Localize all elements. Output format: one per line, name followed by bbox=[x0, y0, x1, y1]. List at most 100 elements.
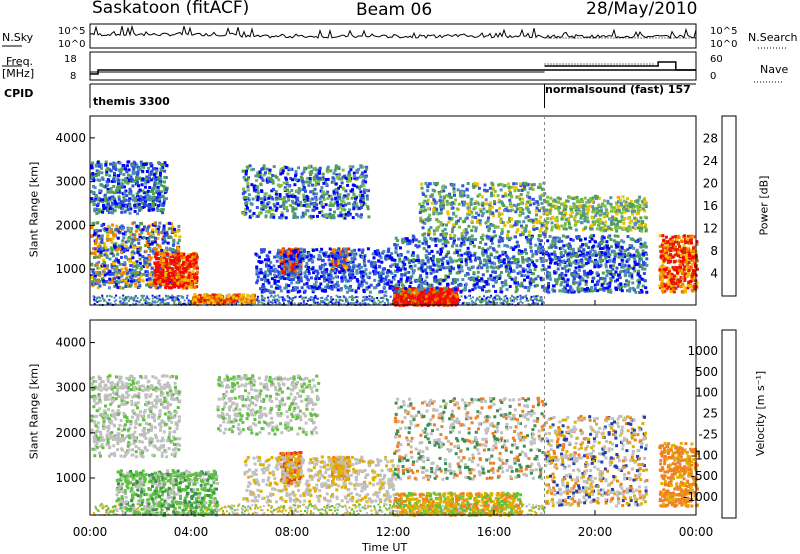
power-cell bbox=[240, 301, 243, 304]
power-cell bbox=[376, 249, 380, 253]
power-cell bbox=[301, 180, 305, 184]
power-cell bbox=[307, 252, 311, 256]
power-cell bbox=[157, 176, 161, 179]
power-cell bbox=[158, 263, 162, 267]
power-cell bbox=[326, 170, 330, 174]
power-cell bbox=[172, 242, 176, 246]
power-cell bbox=[316, 214, 319, 218]
power-cell bbox=[373, 250, 377, 253]
power-cell bbox=[283, 186, 287, 190]
nsearch-label: N.Search bbox=[748, 31, 798, 44]
power-cell bbox=[124, 177, 127, 181]
power-cell bbox=[105, 280, 108, 283]
power-cell bbox=[303, 189, 307, 193]
power-cell bbox=[479, 300, 481, 303]
power-cell bbox=[180, 284, 184, 288]
power-cell bbox=[364, 302, 367, 305]
power-cell bbox=[352, 171, 356, 175]
power-cell bbox=[298, 289, 302, 293]
power-cell bbox=[151, 297, 154, 300]
power-cell bbox=[347, 268, 351, 272]
power-cell bbox=[177, 224, 181, 228]
power-cell bbox=[114, 269, 118, 273]
power-cell bbox=[187, 253, 191, 257]
power-cell bbox=[105, 266, 109, 270]
power-cell bbox=[146, 302, 149, 305]
power-cell bbox=[347, 302, 350, 305]
power-cell bbox=[162, 259, 165, 262]
power-cell bbox=[313, 283, 317, 287]
power-cell bbox=[298, 189, 302, 193]
power-cell bbox=[339, 250, 342, 254]
power-cell bbox=[458, 299, 461, 301]
power-cell bbox=[246, 182, 250, 185]
power-cell bbox=[303, 302, 306, 305]
power-cell bbox=[329, 169, 333, 173]
power-cell bbox=[372, 262, 376, 266]
power-cell bbox=[105, 254, 109, 258]
power-cell bbox=[260, 294, 263, 297]
power-cell bbox=[348, 179, 352, 183]
power-cell bbox=[479, 299, 482, 302]
power-cell bbox=[171, 267, 175, 271]
power-cell bbox=[362, 258, 366, 262]
power-cell bbox=[96, 210, 100, 214]
power-cell bbox=[117, 195, 121, 199]
power-cell bbox=[90, 200, 93, 204]
power-cell bbox=[118, 296, 121, 299]
power-cell bbox=[227, 293, 231, 297]
power-cell bbox=[203, 299, 207, 302]
power-cell bbox=[308, 267, 312, 271]
power-cell bbox=[125, 194, 129, 198]
power-cell bbox=[195, 255, 199, 259]
power-cell bbox=[337, 172, 341, 176]
power-cell bbox=[281, 298, 284, 301]
power-cell bbox=[359, 265, 363, 269]
power-cell bbox=[351, 296, 354, 299]
power-cell bbox=[340, 276, 344, 280]
power-cell bbox=[283, 188, 287, 192]
power-cell bbox=[289, 272, 293, 276]
power-cell bbox=[244, 178, 248, 182]
power-cell bbox=[258, 255, 261, 259]
power-cell bbox=[98, 189, 102, 193]
power-cell bbox=[164, 286, 168, 290]
power-cell bbox=[161, 211, 165, 215]
power-cell bbox=[183, 255, 186, 259]
power-cell bbox=[100, 238, 104, 241]
power-cell bbox=[540, 296, 543, 299]
power-cell bbox=[125, 274, 129, 278]
power-cell bbox=[330, 252, 334, 256]
power-cell bbox=[256, 191, 260, 195]
power-cell bbox=[506, 297, 509, 300]
power-cell bbox=[101, 210, 105, 214]
power-cell bbox=[300, 172, 304, 176]
power-cell bbox=[142, 163, 146, 166]
power-cell bbox=[339, 296, 342, 298]
power-cell bbox=[114, 205, 118, 209]
power-cell bbox=[353, 257, 357, 261]
power-cell bbox=[348, 265, 352, 269]
power-cell bbox=[187, 299, 190, 302]
power-cell bbox=[159, 177, 163, 181]
power-cell bbox=[492, 303, 495, 305]
power-cell bbox=[279, 184, 283, 187]
power-cell bbox=[133, 233, 137, 237]
cpid-segment-2: normalsound (fast) 157 bbox=[545, 83, 691, 96]
power-cell bbox=[162, 199, 166, 203]
power-cell bbox=[320, 247, 324, 251]
power-cell bbox=[101, 198, 105, 202]
power-cell bbox=[182, 261, 185, 265]
power-cell bbox=[481, 297, 483, 300]
power-cell bbox=[267, 267, 270, 271]
power-cell bbox=[328, 204, 332, 208]
power-cell bbox=[147, 254, 151, 258]
power-cell bbox=[277, 299, 280, 302]
power-cell bbox=[325, 182, 329, 186]
power-cell bbox=[187, 259, 191, 263]
power-cell bbox=[281, 253, 285, 256]
power-cell bbox=[144, 181, 148, 185]
power-cell bbox=[200, 296, 204, 300]
power-cell bbox=[399, 246, 402, 250]
power-cell bbox=[165, 262, 169, 266]
